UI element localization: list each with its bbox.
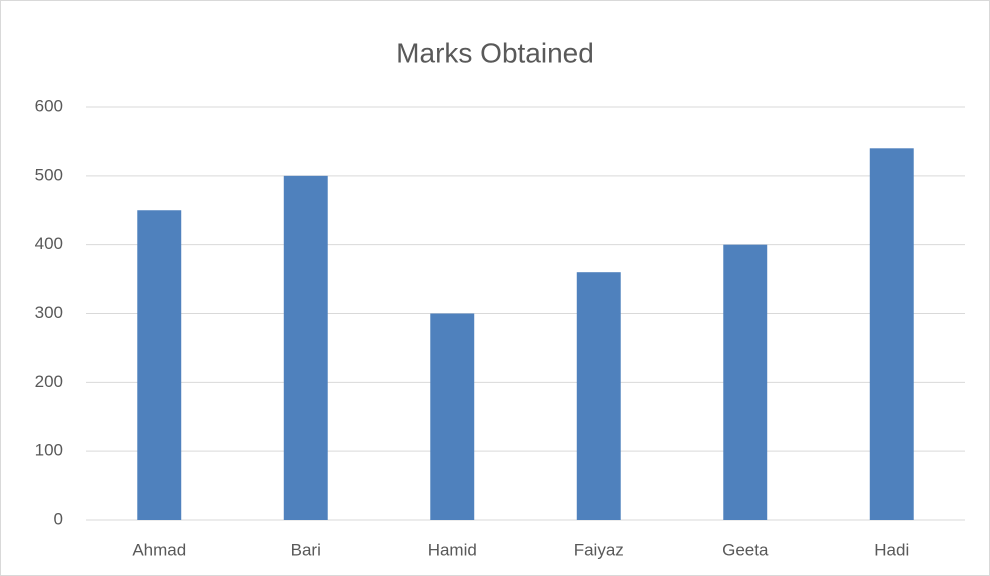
x-tick-label: Hadi <box>874 540 909 559</box>
y-tick-label: 400 <box>35 234 63 253</box>
y-tick-label: 500 <box>35 165 63 184</box>
y-tick-label: 200 <box>35 372 63 391</box>
bar <box>283 175 328 521</box>
x-tick-label: Ahmad <box>132 540 186 559</box>
y-tick-label: 100 <box>35 441 63 460</box>
bar <box>576 272 621 520</box>
x-tick-label: Hamid <box>428 540 477 559</box>
x-tick-label: Bari <box>291 540 321 559</box>
x-tick-label: Faiyaz <box>574 540 624 559</box>
y-tick-label: 0 <box>54 509 63 528</box>
y-tick-label: 300 <box>35 303 63 322</box>
chart-title: Marks Obtained <box>396 37 594 68</box>
bar <box>723 244 768 520</box>
bar <box>430 313 475 520</box>
bar <box>137 210 182 520</box>
bar <box>869 148 914 521</box>
x-tick-label: Geeta <box>722 540 769 559</box>
y-tick-label: 600 <box>35 96 63 115</box>
